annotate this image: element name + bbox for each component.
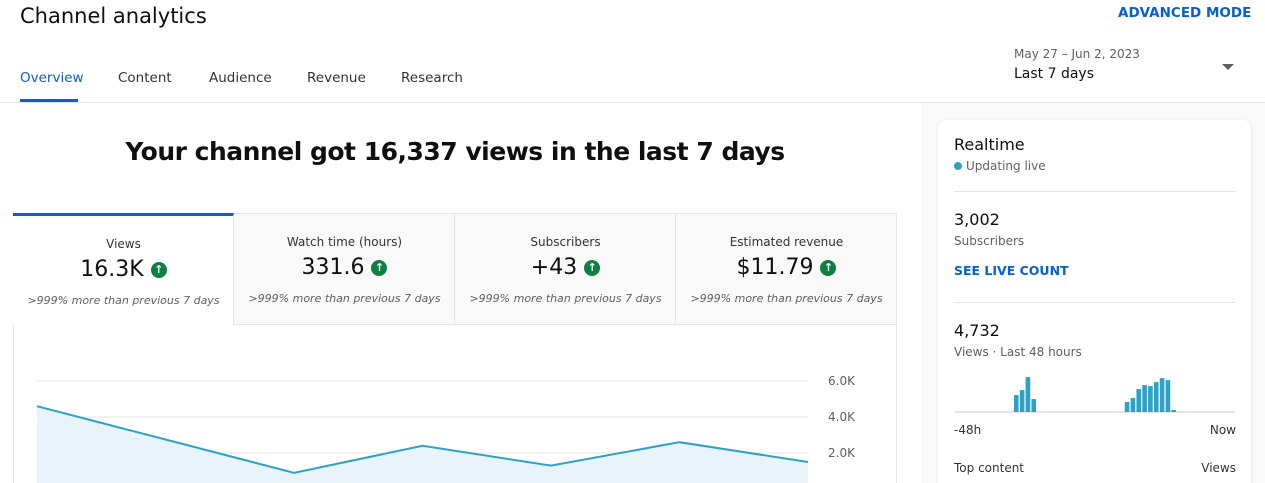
advanced-mode-button[interactable]: ADVANCED MODE bbox=[1118, 5, 1252, 21]
x-tick-label: Now bbox=[1210, 423, 1236, 437]
bar bbox=[1148, 386, 1153, 412]
bar bbox=[1124, 402, 1130, 412]
bar bbox=[1025, 377, 1031, 412]
page-title: Channel analytics bbox=[20, 4, 207, 28]
header-divider bbox=[0, 102, 1265, 103]
metric-value-row: $11.79 ↑ bbox=[676, 255, 897, 280]
metric-value: 16.3K bbox=[80, 257, 144, 282]
metric-value-row: 331.6 ↑ bbox=[234, 255, 455, 280]
nav-tab[interactable]: Research bbox=[401, 70, 463, 86]
metric-tab[interactable]: Views 16.3K ↑ >999% more than previous 7 da… bbox=[13, 213, 234, 325]
bar bbox=[1019, 390, 1025, 412]
bar bbox=[1159, 378, 1165, 412]
nav-tab[interactable]: Audience bbox=[209, 70, 272, 86]
views-label: Views · Last 48 hours bbox=[954, 345, 1082, 359]
nav-tab[interactable]: Overview bbox=[20, 70, 84, 86]
metric-comparison: >999% more than previous 7 days bbox=[469, 292, 662, 305]
metric-value-row: 16.3K ↑ bbox=[13, 257, 234, 282]
metric-value: +43 bbox=[530, 255, 578, 280]
line-area bbox=[37, 406, 808, 483]
metric-value: $11.79 bbox=[736, 255, 814, 280]
y-tick-label: 6.0K bbox=[828, 374, 856, 388]
subscribers-label: Subscribers bbox=[954, 234, 1025, 248]
date-range-dates: May 27 – Jun 2, 2023 bbox=[1014, 47, 1140, 61]
views-value: 4,732 bbox=[954, 321, 1000, 340]
trend-up-icon: ↑ bbox=[820, 260, 837, 276]
divider bbox=[954, 302, 1236, 303]
dropdown-arrow[interactable] bbox=[1222, 64, 1234, 70]
nav-tab[interactable]: Revenue bbox=[307, 70, 366, 86]
trend-up-icon: ↑ bbox=[150, 262, 167, 278]
metric-tab[interactable]: Estimated revenue $11.79 ↑ >999% more than … bbox=[676, 213, 897, 325]
metric-value-row: +43 ↑ bbox=[455, 255, 676, 280]
date-range-label[interactable]: Last 7 days bbox=[1014, 66, 1095, 82]
metric-label: Views bbox=[106, 237, 141, 251]
bar bbox=[1142, 385, 1147, 412]
metric-tab[interactable]: Watch time (hours) 331.6 ↑ >999% more than … bbox=[234, 213, 455, 325]
active-tab-indicator bbox=[20, 99, 78, 102]
line-chart: 6.0K 4.0K 2.0K bbox=[36, 374, 856, 483]
headline: Your channel got 16,337 views in the las… bbox=[125, 137, 785, 166]
bar bbox=[1153, 382, 1159, 412]
bar bbox=[1171, 410, 1177, 412]
bar bbox=[1130, 398, 1136, 412]
y-tick-label: 2.0K bbox=[828, 446, 856, 460]
realtime-status: Updating live bbox=[966, 159, 1046, 173]
nav-tab[interactable]: Content bbox=[118, 70, 172, 86]
bar bbox=[1031, 399, 1037, 412]
metric-tab[interactable]: Subscribers +43 ↑ >999% more than previous … bbox=[455, 213, 676, 325]
y-tick-label: 4.0K bbox=[828, 410, 856, 424]
top-content-column: Views bbox=[1201, 461, 1236, 475]
realtime-card bbox=[938, 120, 1251, 483]
bar bbox=[1136, 389, 1142, 412]
trend-up-icon: ↑ bbox=[371, 260, 388, 276]
metric-label: Subscribers bbox=[530, 235, 601, 249]
metric-comparison: >999% more than previous 7 days bbox=[248, 292, 441, 305]
metric-comparison: >999% more than previous 7 days bbox=[27, 294, 220, 307]
bar bbox=[1165, 380, 1171, 412]
metric-comparison: >999% more than previous 7 days bbox=[690, 292, 883, 305]
divider bbox=[954, 191, 1236, 192]
realtime-bar-chart: -48h Now bbox=[954, 377, 1236, 437]
live-dot bbox=[954, 162, 962, 170]
metric-value: 331.6 bbox=[301, 255, 365, 280]
bar bbox=[1013, 395, 1019, 412]
see-live-count-link[interactable]: SEE LIVE COUNT bbox=[954, 263, 1069, 278]
metric-label: Watch time (hours) bbox=[286, 235, 403, 249]
top-content-label: Top content bbox=[954, 461, 1025, 475]
realtime-title: Realtime bbox=[954, 135, 1025, 154]
subscribers-value: 3,002 bbox=[954, 210, 1000, 229]
line-series bbox=[36, 405, 809, 474]
metric-label: Estimated revenue bbox=[729, 235, 844, 249]
x-tick-label: -48h bbox=[954, 423, 981, 437]
trend-up-icon: ↑ bbox=[584, 260, 601, 276]
